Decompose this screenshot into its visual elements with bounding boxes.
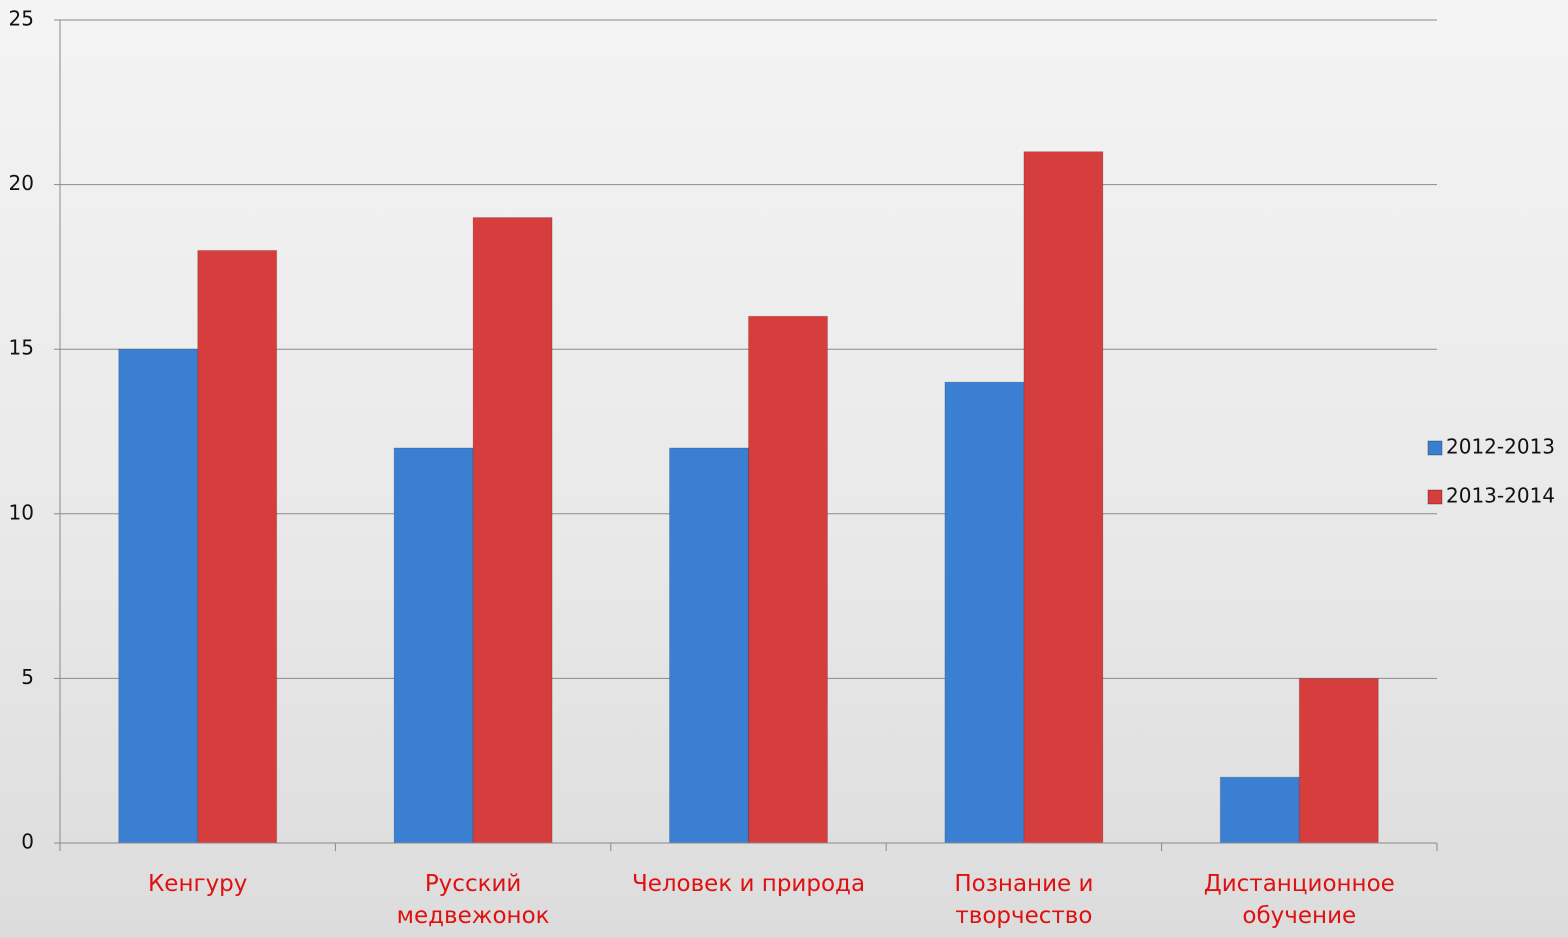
y-tick-label: 5 — [21, 665, 34, 689]
y-tick-label: 10 — [9, 500, 34, 524]
bar — [1219, 776, 1300, 844]
bar — [197, 249, 278, 844]
y-tick-label: 25 — [9, 7, 34, 31]
bar — [748, 315, 828, 844]
x-tick-label: Человек и природа — [631, 871, 866, 897]
bar — [669, 447, 749, 844]
legend-label: 2013-2014 — [1446, 484, 1555, 508]
y-tick-label: 20 — [9, 171, 34, 195]
legend-swatch — [1427, 489, 1443, 505]
bar — [393, 447, 474, 844]
x-tick-label: Познание и творчество — [954, 871, 1094, 929]
x-tick-label: Дистанционное обучение — [1203, 871, 1395, 929]
x-tick-label: Русский медвежонок — [396, 871, 550, 929]
y-tick-label: 15 — [9, 336, 34, 360]
bar — [944, 381, 1025, 844]
bar — [1298, 677, 1379, 844]
y-tick-label: 0 — [21, 830, 34, 854]
x-tick-label: Кенгуру — [147, 871, 248, 897]
legend-swatch — [1427, 440, 1443, 456]
bar — [118, 348, 199, 844]
bar — [472, 217, 553, 844]
bar — [1023, 151, 1104, 844]
legend-label: 2012-2013 — [1446, 435, 1555, 459]
